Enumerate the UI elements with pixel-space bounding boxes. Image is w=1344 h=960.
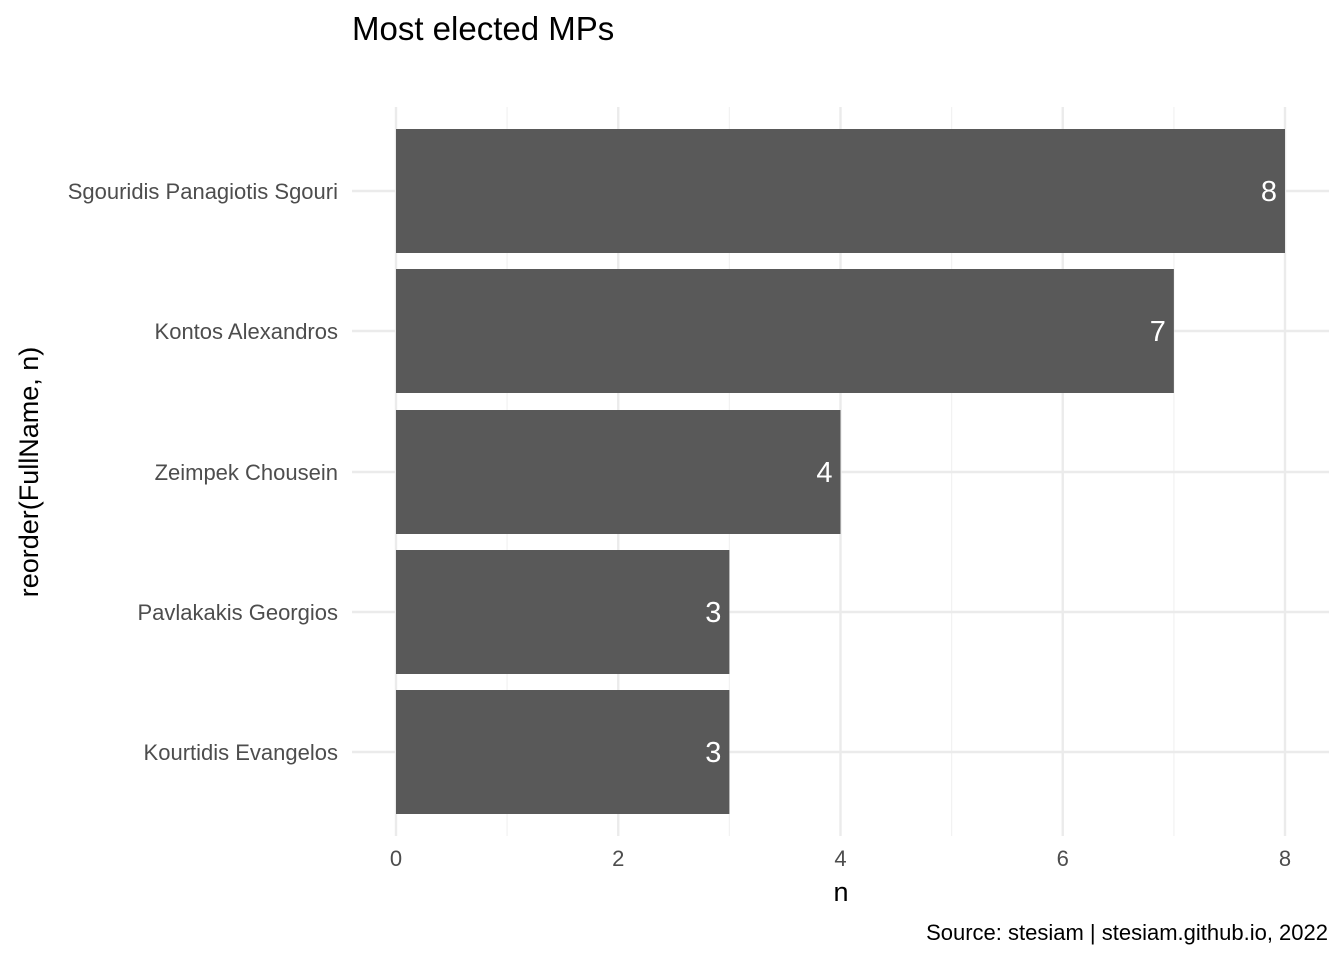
bar-value-label: 3 — [705, 597, 721, 629]
x-tick-label: 4 — [834, 846, 846, 871]
bar-value-label: 7 — [1150, 316, 1166, 348]
bar-value-label: 8 — [1261, 176, 1277, 208]
bar-value-label: 3 — [705, 737, 721, 769]
y-tick-label: Zeimpek Chousein — [155, 460, 338, 485]
x-tick-label: 8 — [1279, 846, 1291, 871]
bar — [396, 129, 1285, 253]
y-axis-ticks: Sgouridis Panagiotis Sgouri Kontos Alexan… — [68, 179, 338, 765]
y-tick-label: Kourtidis Evangelos — [144, 740, 338, 765]
bar — [396, 690, 730, 814]
chart-caption: Source: stesiam | stesiam.github.io, 202… — [926, 920, 1328, 945]
bar-value-label: 4 — [816, 457, 832, 489]
bar-labels: 8 7 4 3 3 — [705, 176, 1277, 769]
bar — [396, 550, 730, 674]
x-tick-label: 0 — [390, 846, 402, 871]
x-tick-label: 6 — [1057, 846, 1069, 871]
bar — [396, 269, 1174, 393]
y-axis-title: reorder(FullName, n) — [14, 347, 44, 598]
y-tick-label: Kontos Alexandros — [155, 319, 338, 344]
y-tick-label: Sgouridis Panagiotis Sgouri — [68, 179, 338, 204]
x-axis-ticks: 0 2 4 6 8 — [390, 846, 1291, 871]
x-axis-title: n — [833, 877, 848, 907]
x-tick-label: 2 — [612, 846, 624, 871]
bar — [396, 410, 841, 534]
chart-title: Most elected MPs — [352, 10, 614, 47]
bars — [396, 129, 1285, 814]
y-tick-label: Pavlakakis Georgios — [137, 600, 338, 625]
